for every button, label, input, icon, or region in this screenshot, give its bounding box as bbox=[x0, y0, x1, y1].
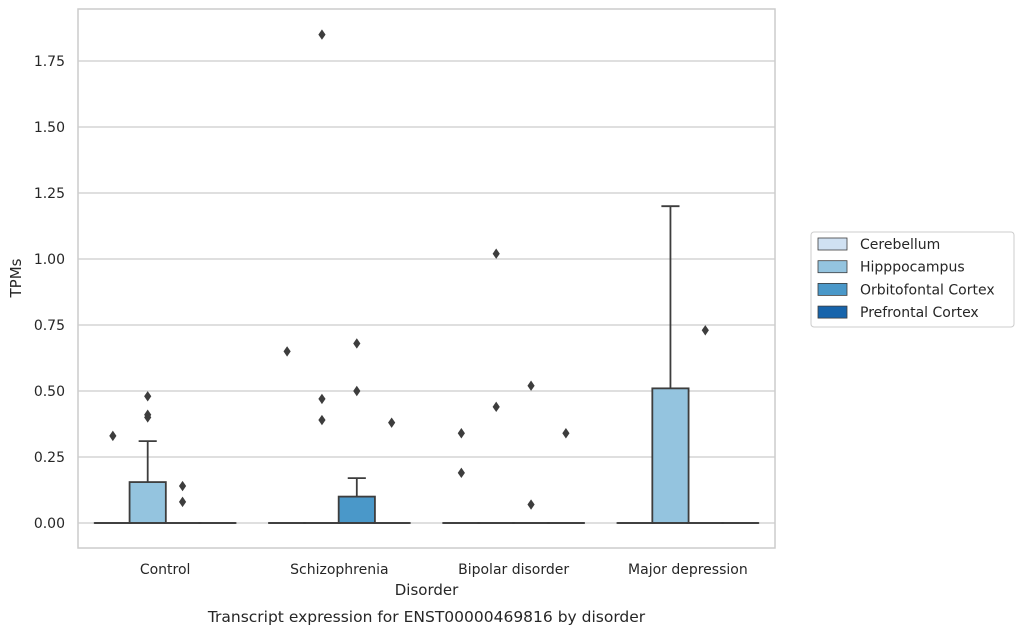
outlier-point bbox=[144, 412, 152, 423]
y-tick-label: 0.00 bbox=[34, 516, 65, 532]
box-group bbox=[337, 338, 376, 524]
x-tick-label: Schizophrenia bbox=[290, 562, 388, 578]
x-tick-label: Control bbox=[140, 562, 191, 578]
chart-caption: Transcript expression for ENST0000046981… bbox=[207, 608, 646, 626]
y-tick-label: 1.00 bbox=[34, 252, 65, 268]
x-tick-labels: Control Schizophrenia Bipolar disorder Majo… bbox=[140, 562, 748, 578]
box-group bbox=[512, 380, 551, 524]
legend-label: Cerebellum bbox=[860, 237, 940, 253]
legend-label: Hipppocampus bbox=[860, 260, 965, 276]
outlier-point bbox=[562, 428, 570, 439]
box-group bbox=[651, 205, 690, 524]
outlier-point bbox=[457, 428, 465, 439]
box-group bbox=[302, 29, 341, 524]
box-group bbox=[268, 346, 307, 524]
y-tick-label: 0.75 bbox=[34, 318, 65, 334]
legend-label: Orbitofontal Cortex bbox=[860, 282, 995, 298]
y-axis-label: TPMs bbox=[7, 258, 25, 298]
box-group bbox=[372, 417, 411, 524]
outlier-point bbox=[178, 480, 187, 492]
outlier-point bbox=[457, 467, 465, 479]
legend: Cerebellum Hipppocampus Orbitofontal Corte… bbox=[810, 231, 1015, 328]
outlier-point bbox=[144, 391, 152, 402]
legend-swatch bbox=[817, 260, 848, 274]
outlier-point bbox=[527, 499, 535, 510]
outlier-point bbox=[527, 380, 535, 391]
outlier-point bbox=[178, 496, 187, 508]
x-tick-label: Major depression bbox=[628, 562, 748, 578]
outlier-point bbox=[492, 401, 500, 413]
outlier-point bbox=[318, 414, 326, 426]
x-tick-label: Bipolar disorder bbox=[458, 562, 569, 578]
box-body bbox=[651, 387, 690, 524]
outlier-point bbox=[318, 29, 326, 40]
outlier-point bbox=[492, 248, 500, 259]
outlier-point bbox=[109, 430, 117, 442]
outlier-point bbox=[353, 338, 361, 349]
y-tick-label: 1.75 bbox=[34, 54, 65, 70]
x-axis-label: Disorder bbox=[395, 581, 459, 599]
grid-lines bbox=[78, 60, 775, 524]
legend-label: Prefrontal Cortex bbox=[860, 305, 979, 321]
box-group bbox=[128, 391, 167, 524]
outlier-point bbox=[701, 325, 709, 336]
box-series bbox=[93, 29, 760, 524]
legend-swatch bbox=[817, 237, 848, 251]
outlier-point bbox=[353, 385, 361, 397]
outlier-point bbox=[283, 346, 291, 357]
y-tick-label: 1.50 bbox=[34, 120, 65, 136]
box-group bbox=[163, 480, 202, 524]
box-body bbox=[337, 495, 376, 524]
box-group bbox=[442, 428, 481, 524]
legend-swatch bbox=[817, 305, 848, 319]
box-group bbox=[477, 248, 516, 524]
box-body bbox=[128, 481, 167, 524]
plot-frame bbox=[77, 8, 776, 549]
y-tick-labels: 0.00 0.25 0.50 0.75 1.00 1.25 1.50 1.75 bbox=[34, 54, 65, 532]
legend-frame bbox=[810, 231, 1015, 328]
y-tick-label: 0.25 bbox=[34, 450, 65, 466]
box-group bbox=[546, 428, 585, 524]
outlier-point bbox=[318, 393, 326, 405]
legend-swatch bbox=[817, 282, 848, 296]
outlier-point bbox=[388, 417, 396, 428]
box-group bbox=[93, 430, 132, 524]
y-tick-label: 1.25 bbox=[34, 186, 65, 202]
box-group bbox=[686, 325, 725, 524]
y-tick-label: 0.50 bbox=[34, 384, 65, 400]
